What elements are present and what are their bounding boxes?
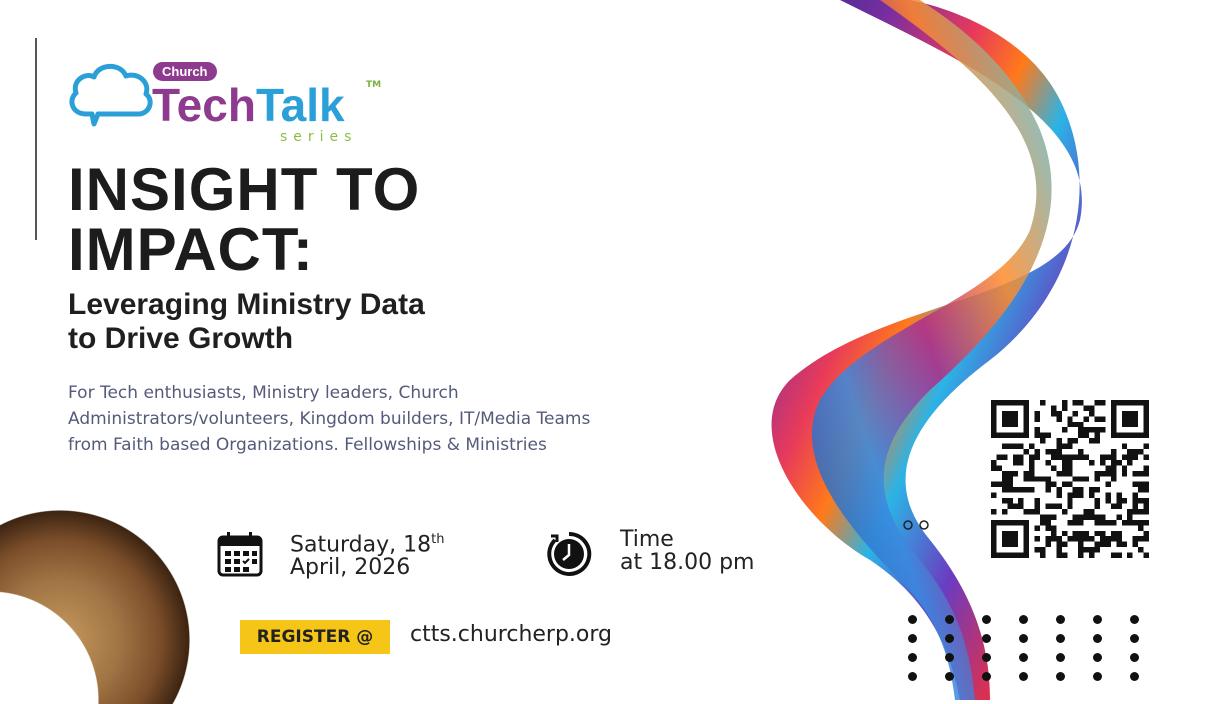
dot: [982, 615, 991, 624]
dot: [945, 615, 954, 624]
dot-grid-decoration: [908, 615, 1148, 685]
date-day: Saturday, 18: [290, 532, 432, 558]
dot: [982, 672, 991, 681]
date-month-year: April, 2026: [290, 555, 411, 581]
color-swirl-graphic: [771, 0, 1082, 700]
headline-line: IMPACT:: [68, 216, 314, 283]
cloud-icon: [69, 63, 153, 127]
dot: [1130, 653, 1139, 662]
logo-series: series: [280, 129, 358, 145]
decorative-rings: [903, 520, 929, 530]
subheadline: Leveraging Ministry Data to Drive Growth: [68, 288, 425, 356]
subheadline-line: to Drive Growth: [68, 322, 294, 355]
dot: [1019, 672, 1028, 681]
dot: [1130, 634, 1139, 643]
dot: [1056, 634, 1065, 643]
dot: [1130, 672, 1139, 681]
logo-word-tech: Tech: [152, 79, 256, 131]
event-date: Saturday, 18th April, 2026: [290, 528, 444, 579]
dot: [982, 634, 991, 643]
headline: INSIGHT TO IMPACT:: [68, 160, 420, 280]
church-interior-photo: [0, 510, 192, 704]
date-suffix: th: [431, 532, 445, 547]
logo-wordmark: TechTalk: [152, 82, 345, 128]
subheadline-line: Leveraging Ministry Data: [68, 288, 425, 321]
event-time: Time at 18.00 pm: [620, 528, 754, 574]
dot: [1019, 653, 1028, 662]
time-label: Time: [620, 527, 674, 552]
dot: [945, 653, 954, 662]
dot: [1093, 672, 1102, 681]
dot: [1056, 615, 1065, 624]
qr-code[interactable]: [991, 400, 1149, 558]
calendar-icon: [217, 532, 263, 577]
dot: [1019, 634, 1028, 643]
divider-line: [35, 38, 37, 240]
dot: [1093, 615, 1102, 624]
dot: [1056, 653, 1065, 662]
time-value: at 18.00 pm: [620, 550, 755, 575]
dot: [1056, 672, 1065, 681]
dot: [908, 615, 917, 624]
dot: [945, 634, 954, 643]
trademark: TM: [366, 80, 382, 90]
audience-text: For Tech enthusiasts, Ministry leaders, …: [68, 383, 591, 455]
clock-icon: [547, 531, 592, 576]
dot: [945, 672, 954, 681]
dot: [982, 653, 991, 662]
dot: [1093, 634, 1102, 643]
headline-line: INSIGHT TO: [68, 156, 421, 223]
dot: [908, 672, 917, 681]
dot: [1019, 615, 1028, 624]
dot: [1130, 615, 1139, 624]
logo-badge: Church: [153, 62, 217, 81]
dot: [1093, 653, 1102, 662]
register-link[interactable]: ctts.churcherp.org: [410, 622, 613, 647]
register-badge: REGISTER @: [240, 620, 390, 654]
dot: [908, 653, 917, 662]
dot: [908, 634, 917, 643]
logo-word-talk: Talk: [255, 79, 345, 131]
